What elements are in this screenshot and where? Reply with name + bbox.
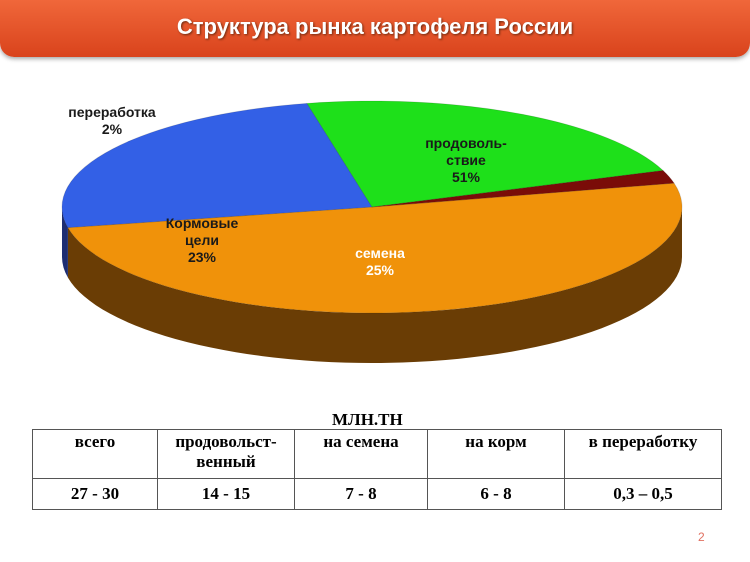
table-cell: 6 - 8	[427, 478, 565, 510]
units-label: МЛН.ТН	[332, 410, 403, 429]
table-header-cell: продовольст- венный	[157, 429, 295, 479]
table-cell: 14 - 15	[157, 478, 295, 510]
table-header-cell: на корм	[427, 429, 565, 479]
pie-labels: продоволь-ствие 51% семена 25% Кормовые цели 2…	[68, 104, 507, 278]
pie-sides	[62, 207, 682, 364]
pie-slice-1	[61, 102, 373, 229]
pie-slice-2	[306, 100, 664, 208]
pie-side-1	[62, 207, 68, 278]
slice-label: семена 25%	[355, 245, 405, 278]
page-number: 2	[698, 530, 705, 544]
title-bar: Структура рынка картофеля России	[0, 0, 750, 57]
table-row: 27 - 30 14 - 15 7 - 8 6 - 8 0,3 – 0,5	[32, 478, 722, 510]
table-header-cell: в переработку	[564, 429, 722, 479]
slice-label: переработка 2%	[68, 104, 156, 137]
table-header-cell: всего	[32, 429, 158, 479]
slide-title: Структура рынка картофеля России	[176, 14, 574, 39]
pie-chart: продоволь-ствие 51% семена 25% Кормовые цели 2…	[61, 100, 683, 364]
pie-slice-0	[67, 182, 683, 314]
slice-label: продоволь-ствие 51%	[425, 135, 507, 185]
slice-label: Кормовые цели 23%	[166, 215, 239, 265]
pie-slice-3	[371, 170, 675, 208]
pie-tops	[61, 100, 683, 314]
data-table: всего продовольст- венный на семена на к…	[32, 429, 722, 510]
table-cell: 0,3 – 0,5	[564, 478, 722, 510]
table-header-cell: на семена	[294, 429, 428, 479]
table-cell: 7 - 8	[294, 478, 428, 510]
pie-side-0	[67, 207, 682, 364]
table-cell: 27 - 30	[32, 478, 158, 510]
table-header-row: всего продовольст- венный на семена на к…	[32, 429, 722, 479]
